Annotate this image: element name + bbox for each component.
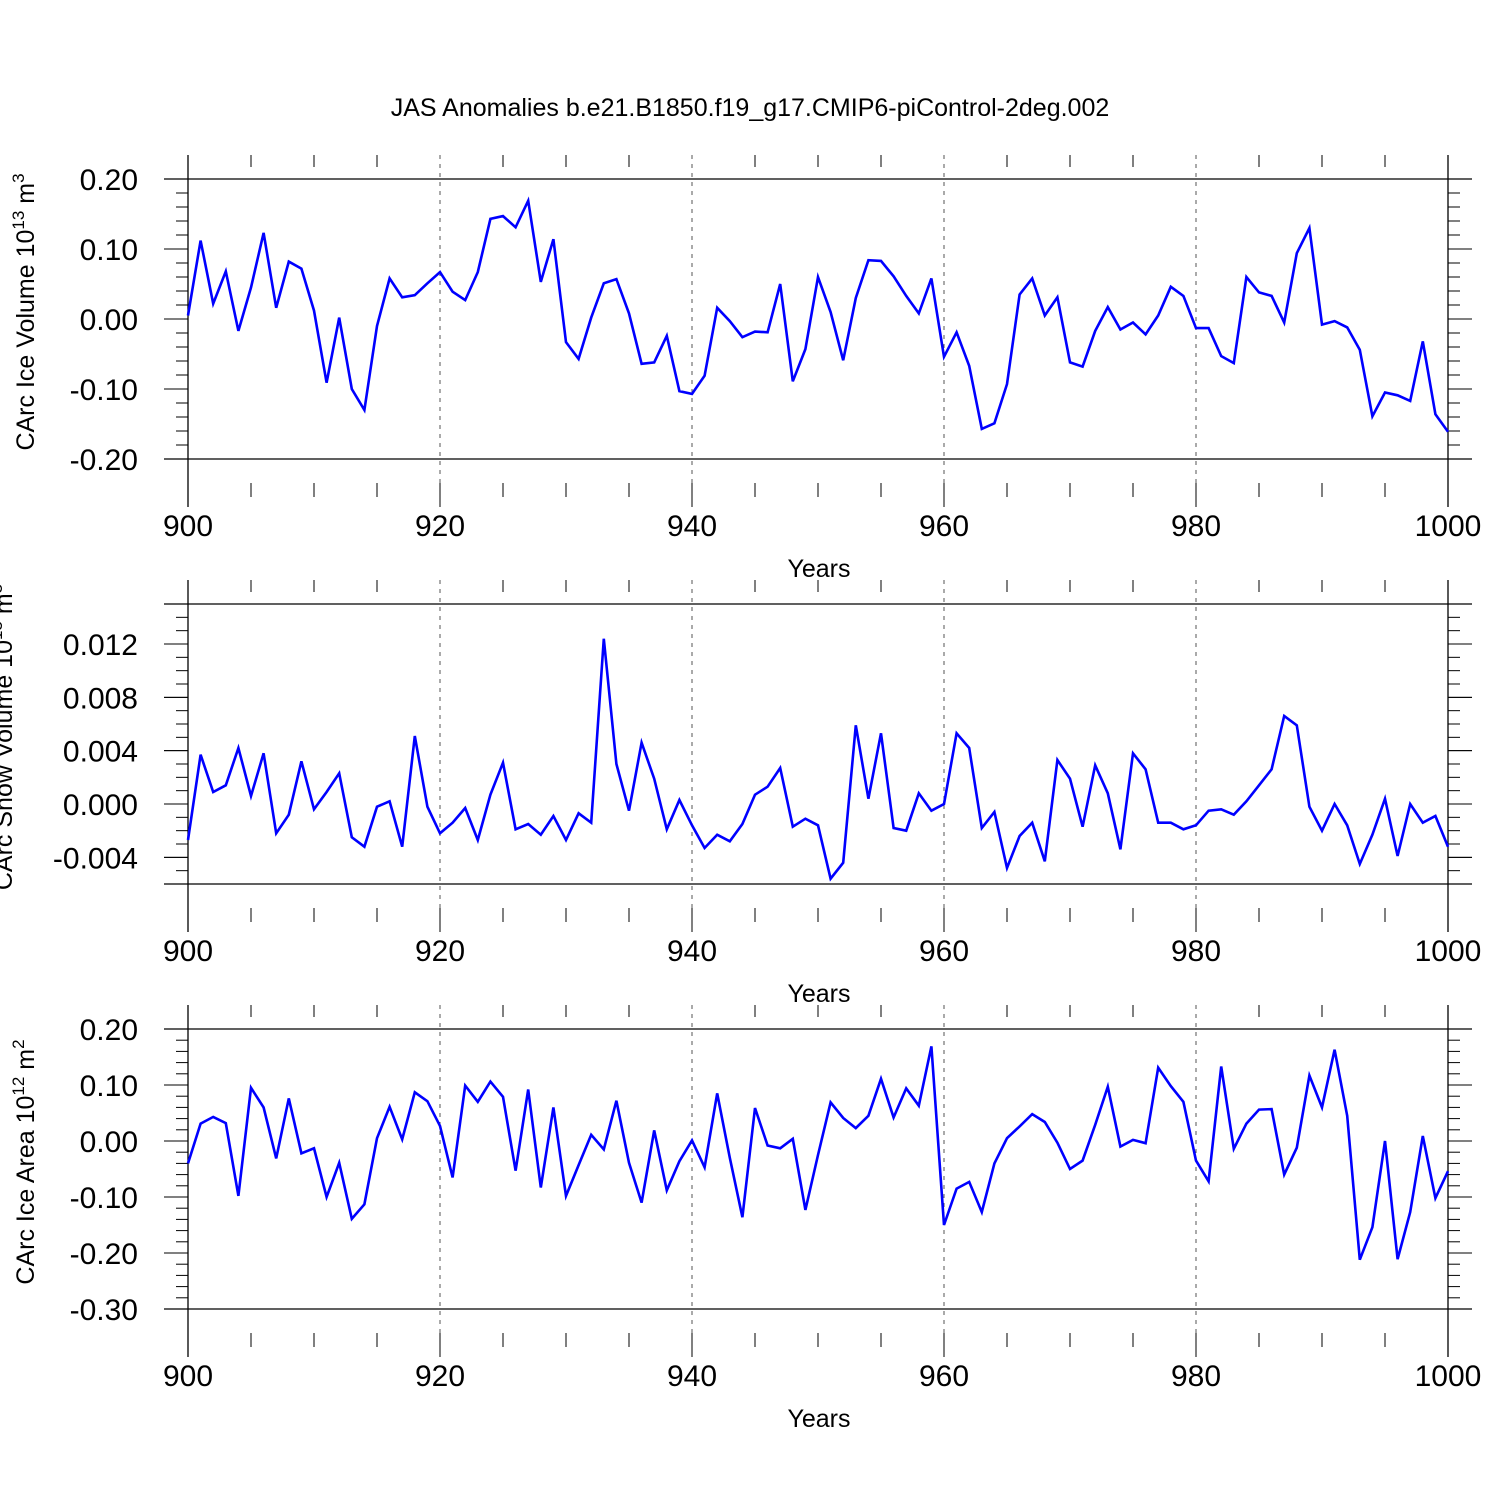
y-tick-label: 0.10 (80, 1070, 138, 1103)
y-axis-label: CArc Ice Area 1012 m2 (9, 1039, 40, 1284)
y-label-text: CArc Ice Area 10 (12, 1096, 40, 1285)
y-label-unit-exponent: 3 (0, 584, 6, 593)
y-label-exponent: 13 (0, 621, 6, 640)
chart-title: JAS Anomalies b.e21.B1850.f19_g17.CMIP6-… (391, 94, 1110, 122)
y-tick-label: -0.30 (70, 1294, 138, 1327)
panel-2: -0.004 0.000 0.004 0.008 0.012 900 920 940 960 98… (0, 580, 1481, 1008)
y-label-exponent: 12 (9, 1077, 28, 1096)
y-label-unit: m (0, 593, 18, 621)
y-label-unit-exponent: 2 (9, 1039, 28, 1048)
panel-1: -0.20 -0.10 0.00 0.10 0.20 900 920 940 960 980 100… (9, 155, 1481, 583)
x-tick-label: 980 (1171, 935, 1221, 968)
x-tick-label: 980 (1171, 510, 1221, 543)
y-tick-label: 0.00 (80, 1126, 138, 1159)
series-line (186, 196, 1450, 433)
y-tick-label: 0.004 (63, 736, 138, 769)
x-tick-label: 900 (163, 510, 213, 543)
x-tick-label: 920 (415, 510, 465, 543)
x-axis-label: Years (787, 980, 850, 1008)
x-tick-label: 1000 (1415, 510, 1482, 543)
y-tick-label: 0.012 (63, 629, 138, 662)
x-axis-label: Years (787, 555, 850, 583)
x-tick-label: 940 (667, 510, 717, 543)
y-label-unit: m (12, 1049, 40, 1077)
y-tick-label: 0.10 (80, 234, 138, 267)
x-tick-label: 1000 (1415, 1360, 1482, 1393)
series-line (186, 638, 1450, 882)
y-tick-label: -0.10 (70, 1182, 138, 1215)
x-tick-label: 960 (919, 1360, 969, 1393)
x-tick-label: 940 (667, 935, 717, 968)
y-tick-label: -0.20 (70, 444, 138, 477)
y-tick-label: 0.008 (63, 682, 138, 715)
x-axis-label: Years (787, 1405, 850, 1433)
y-tick-label: 0.20 (80, 1014, 138, 1047)
y-label-exponent: 13 (9, 211, 28, 230)
y-axis-label: CArc Snow Volume 1013 m3 (0, 584, 18, 890)
x-tick-label: 900 (163, 935, 213, 968)
x-tick-label: 980 (1171, 1360, 1221, 1393)
y-label-unit-exponent: 3 (9, 173, 28, 182)
y-label-unit: m (12, 183, 40, 211)
y-label-text: CArc Snow Volume 10 (0, 640, 18, 890)
y-tick-label: 0.20 (80, 164, 138, 197)
x-tick-label: 960 (919, 935, 969, 968)
x-tick-label: 900 (163, 1360, 213, 1393)
y-tick-label: 0.000 (63, 789, 138, 822)
y-label-text: CArc Ice Volume 10 (12, 230, 40, 451)
y-tick-label: -0.10 (70, 374, 138, 407)
x-tick-label: 920 (415, 935, 465, 968)
y-tick-label: -0.20 (70, 1238, 138, 1271)
y-axis-label: CArc Ice Volume 1013 m3 (9, 173, 40, 450)
x-tick-label: 920 (415, 1360, 465, 1393)
x-tick-label: 940 (667, 1360, 717, 1393)
x-tick-label: 1000 (1415, 935, 1482, 968)
series-line (186, 1046, 1450, 1261)
y-tick-label: 0.00 (80, 304, 138, 337)
panel-3: -0.30 -0.20 -0.10 0.00 0.10 0.20 900 920 940 960 9… (9, 1005, 1481, 1433)
y-tick-label: -0.004 (53, 842, 138, 875)
x-tick-label: 960 (919, 510, 969, 543)
